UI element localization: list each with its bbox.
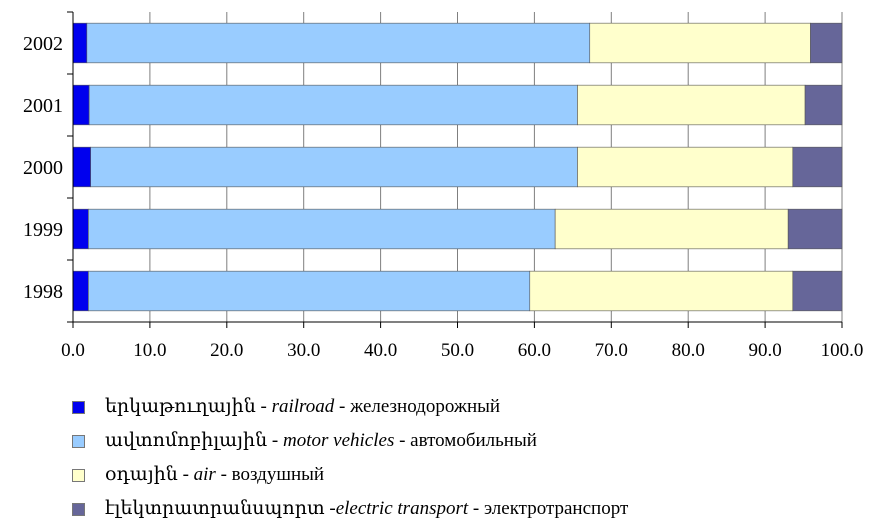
bar-2001-series-3 [804,84,843,126]
legend-item-railroad: երկաթուղային - railroad - железнодорожны… [72,390,628,424]
x-tick-label-6: 60.0 [518,340,551,361]
legend-item-air: օդային - air - воздушный [72,458,628,492]
x-tick-label-0: 0.0 [61,340,85,361]
legend-label-railroad: երկաթուղային - railroad - железнодорожны… [105,396,501,417]
x-tick-label-7: 70.0 [595,340,628,361]
legend-swatch-air [72,468,85,482]
bar-2001-series-2 [577,84,806,126]
bar-2000-series-3 [792,146,843,188]
bar-1998-series-1 [88,270,531,312]
bar-2002-series-1 [86,22,591,64]
bar-1999-series-1 [88,208,556,250]
bar-1999-series-0 [72,208,89,250]
bar-1999-series-2 [554,208,789,250]
x-tick-label-1: 10.0 [133,340,166,361]
x-tick-label-5: 50.0 [441,340,474,361]
y-tick-label-2000: 2000 [23,157,63,179]
legend-swatch-railroad [72,400,85,414]
bar-1999-series-3 [787,208,843,250]
x-tick-label-8: 80.0 [672,340,705,361]
legend-label-motor-vehicles: ավտոմոբիլային - motor vehicles - автомоб… [105,430,537,451]
x-tick-label-9: 90.0 [748,340,781,361]
bar-2002-series-0 [72,22,88,64]
bar-2002-series-3 [810,22,843,64]
legend-item-motor-vehicles: ավտոմոբիլային - motor vehicles - автомоб… [72,424,628,458]
bar-2002-series-2 [589,22,811,64]
x-tick-label-4: 40.0 [364,340,397,361]
bar-2000-series-1 [90,146,578,188]
legend-label-air: օդային - air - воздушный [105,464,325,485]
bar-1998-series-2 [529,270,794,312]
bar-2001-series-1 [88,84,578,126]
stacked-bar-chart: 2002 2001 2000 1999 1998 0.0 10.0 20.0 30.0 40.0 5… [23,11,864,361]
y-tick-label-1998: 1998 [23,281,63,303]
y-tick-label-1999: 1999 [23,219,63,241]
legend-swatch-motor-vehicles [72,434,85,448]
legend: երկաթուղային - railroad - железнодорожны… [72,390,628,526]
legend-label-electric-transport: էլեկտրատրանսպորտ -electric transport - э… [105,498,629,519]
x-tick-label-10: 100.0 [821,340,864,361]
bar-2000-series-2 [577,146,794,188]
legend-swatch-electric-transport [72,502,85,516]
y-tick-label-2001: 2001 [23,95,63,117]
legend-item-electric-transport: էլեկտրատրանսպորտ -electric transport - э… [72,492,628,526]
x-tick-label-2: 20.0 [210,340,243,361]
x-tick-label-3: 30.0 [287,340,320,361]
bar-2000-series-0 [72,146,91,188]
bar-1998-series-0 [72,270,89,312]
bar-1998-series-3 [792,270,843,312]
bar-2001-series-0 [72,84,90,126]
y-tick-label-2002: 2002 [23,33,63,55]
